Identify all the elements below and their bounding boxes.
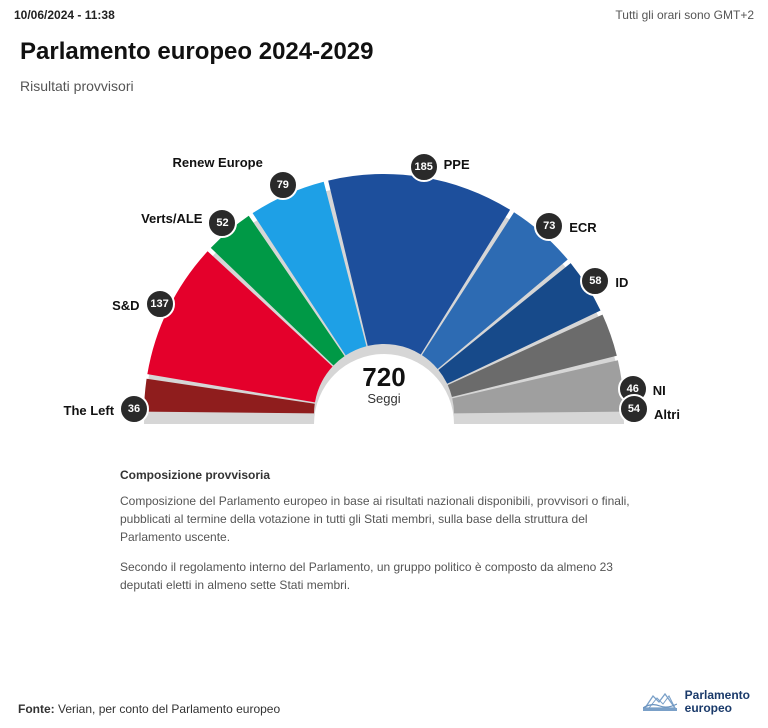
group-label: Altri [654,407,680,422]
group-label: PPE [444,157,470,172]
desc-heading: Composizione provvisoria [120,466,648,484]
source: Fonte: Verian, per conto del Parlamento … [18,702,280,716]
page-title: Parlamento europeo 2024-2029 [20,38,748,66]
seat-badge: 58 [580,266,610,296]
source-text: Verian, per conto del Parlamento europeo [58,702,280,716]
top-bar: 10/06/2024 - 11:38 Tutti gli orari sono … [0,0,768,28]
description: Composizione provvisoria Composizione de… [0,444,768,594]
footer: Fonte: Verian, per conto del Parlamento … [0,688,768,716]
source-label: Fonte: [18,702,55,716]
center-total: 720 Seggi [362,362,405,406]
datetime: 10/06/2024 - 11:38 [14,8,115,22]
seat-badge: 36 [119,394,149,424]
group-label: Verts/ALE [141,211,202,226]
group-label: ECR [569,220,596,235]
seat-badge: 52 [207,208,237,238]
ep-logo: Parlamento europeo [643,688,750,716]
group-label: NI [653,383,666,398]
seat-badge: 185 [409,152,439,182]
group-label: ID [615,275,628,290]
seat-badge: 79 [268,170,298,200]
desc-p2: Secondo il regolamento interno del Parla… [120,558,648,594]
group-label: The Left [64,403,115,418]
seat-badge: 137 [145,289,175,319]
seat-badge: 54 [619,394,649,424]
group-label: S&D [112,298,139,313]
seat-badge: 73 [534,211,564,241]
total-label: Seggi [362,391,405,406]
desc-p1: Composizione del Parlamento europeo in b… [120,492,648,546]
ep-logo-text: Parlamento europeo [685,689,750,715]
group-label: Renew Europe [173,155,263,170]
title-block: Parlamento europeo 2024-2029 Risultati p… [0,28,768,94]
total-seats: 720 [362,362,405,393]
ep-logo-icon [643,688,677,716]
hemicycle-chart: 720 Seggi 36 The Left 137 S&D 52 Verts/ALE 79 R… [0,124,768,444]
tz-note: Tutti gli orari sono GMT+2 [615,8,754,22]
subtitle: Risultati provvisori [20,78,748,94]
logo-line2: europeo [685,702,750,715]
